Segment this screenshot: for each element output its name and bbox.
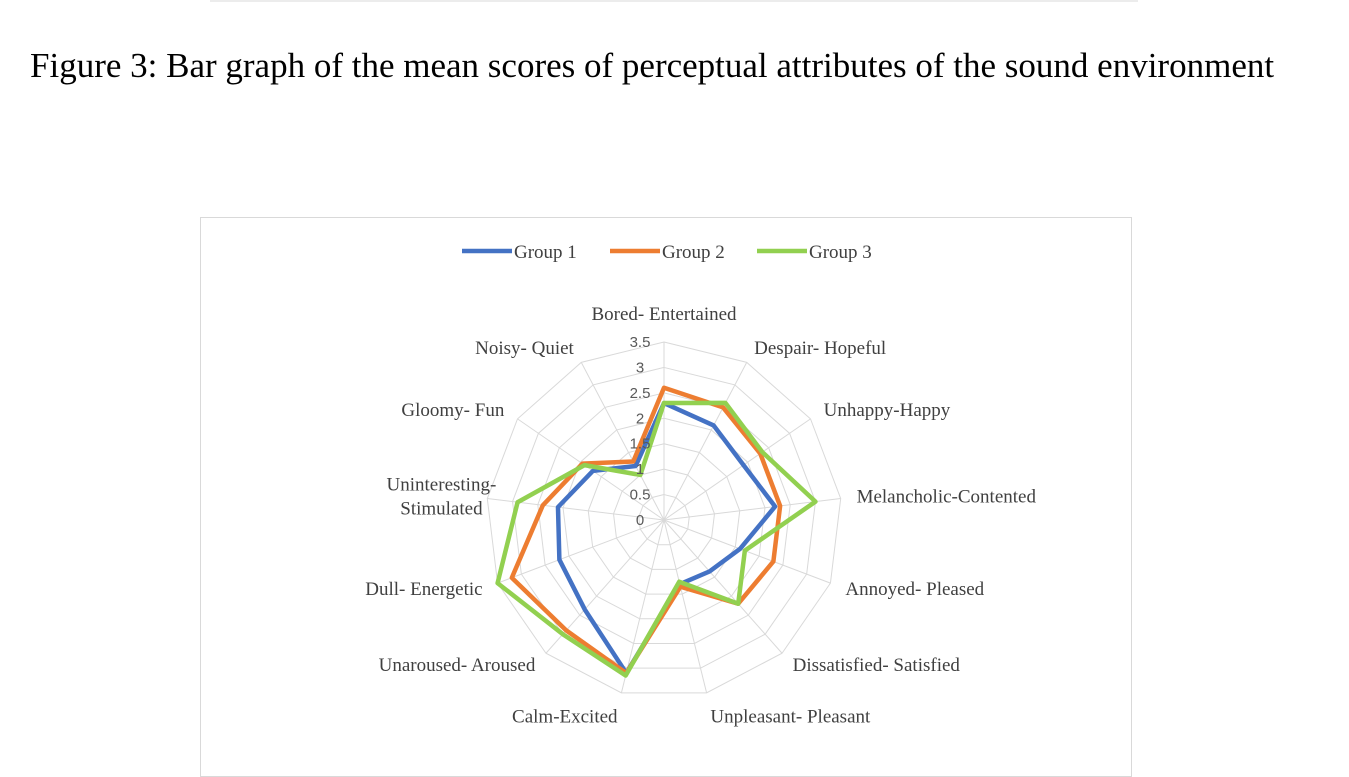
radar-chart: Bored- Entertained Despair- Hopeful Unhapp…	[365, 242, 1036, 727]
series-line-group-1	[555, 400, 778, 676]
tick-label: 3.5	[630, 334, 651, 351]
top-divider	[210, 0, 1138, 2]
legend-label: Group 1	[514, 242, 577, 263]
grid-ring	[613, 468, 715, 570]
axis-label: Uninteresting-Stimulated	[387, 475, 497, 520]
grid-ring	[587, 443, 741, 595]
grid-ring	[638, 494, 690, 546]
grid-spoke	[663, 362, 748, 521]
axis-label: Noisy- Quiet	[475, 338, 574, 359]
grid-spoke	[620, 519, 665, 693]
axis-label: Gloomy- Fun	[401, 400, 504, 421]
grid-ring	[486, 341, 842, 694]
chart-frame	[200, 217, 1132, 777]
axis-label: Dissatisfied- Satisfied	[793, 655, 961, 676]
tick-label: 1.5	[630, 436, 651, 453]
legend-label: Group 2	[662, 242, 725, 263]
axis-label: Annoyed- Pleased	[845, 579, 984, 600]
grid-ring	[537, 392, 791, 644]
axis-label: Calm-Excited	[512, 706, 618, 727]
axis-label: Unhappy-Happy	[824, 400, 951, 421]
series-line-group-3	[495, 400, 818, 678]
grid-spoke	[497, 519, 665, 584]
tick-label: 2.5	[630, 385, 651, 402]
tick-label: 0	[636, 512, 644, 529]
series-line-group-2	[509, 385, 783, 676]
tick-label: 0.5	[630, 487, 651, 504]
radar-tick-labels: 0 0.5 1 1.5 2 2.5 3 3.5	[630, 334, 651, 529]
radar-axis-labels: Bored- Entertained Despair- Hopeful Unhapp…	[365, 304, 1036, 727]
axis-label: Unpleasant- Pleasant	[710, 706, 871, 727]
grid-spoke	[663, 519, 708, 693]
axis-label: Melancholic-Contented	[857, 487, 1037, 508]
axis-label: Bored- Entertained	[591, 304, 737, 325]
tick-label: 3	[636, 359, 644, 376]
tick-label: 1	[636, 461, 644, 478]
axis-label: Dull- Energetic	[365, 579, 482, 600]
axis-label: Despair- Hopeful	[754, 338, 886, 359]
grid-spoke	[580, 362, 665, 521]
grid-ring	[512, 366, 816, 669]
grid-spoke	[663, 418, 811, 521]
grid-spoke	[663, 519, 783, 654]
legend-label: Group 3	[809, 242, 872, 263]
figure-caption: Figure 3: Bar graph of the mean scores o…	[30, 46, 1275, 85]
chart-legend: Group 1 Group 2 Group 3	[462, 242, 872, 263]
axis-label: Unaroused- Aroused	[379, 655, 536, 676]
tick-label: 2	[636, 410, 644, 427]
radar-series	[495, 385, 818, 678]
grid-spoke	[517, 418, 665, 521]
radar-grid	[486, 341, 842, 694]
